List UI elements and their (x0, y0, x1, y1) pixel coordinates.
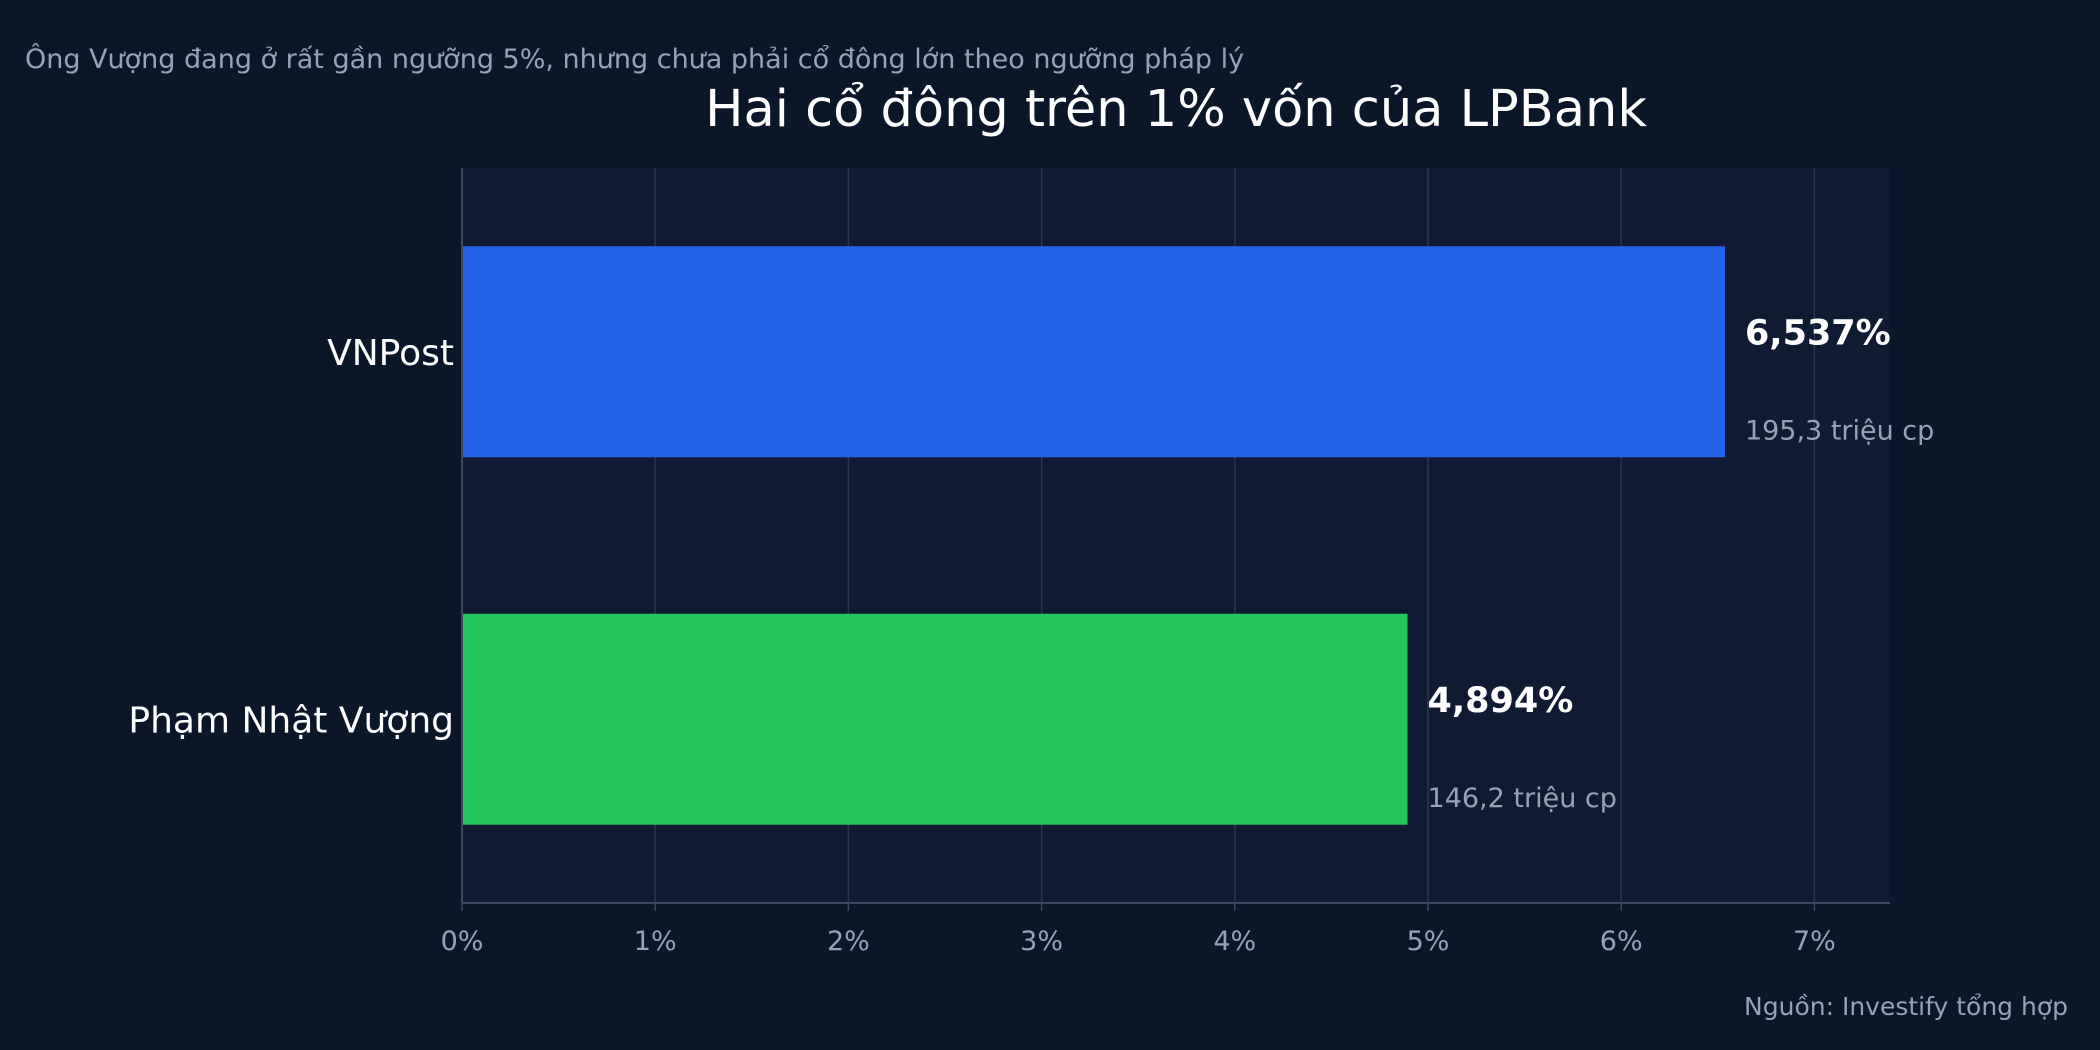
chart-title: Hai cổ đông trên 1% vốn của LPBank (705, 80, 1647, 139)
x-tick-label: 7% (1793, 926, 1836, 957)
share-count-label: 195,3 triệu cp (1745, 415, 1934, 446)
value-label: 4,894% (1428, 681, 1574, 721)
x-tick-label: 3% (1020, 926, 1063, 957)
x-tick-label: 0% (441, 926, 484, 957)
bars (462, 246, 1725, 825)
bar-2 (462, 613, 1408, 825)
x-tick-label: 4% (1213, 926, 1256, 957)
value-label: 6,537% (1745, 313, 1891, 353)
category-label: Phạm Nhật Vượng (128, 700, 454, 741)
x-tick-label: 6% (1600, 926, 1643, 957)
category-label: VNPost (327, 333, 454, 374)
x-tick-label: 5% (1407, 926, 1450, 957)
source-note: Nguồn: Investify tổng hợp (1744, 992, 2068, 1021)
category-labels: VNPost Phạm Nhật Vượng (128, 333, 454, 742)
axes (461, 168, 1890, 904)
data-labels: 6,537% 195,3 triệu cp 4,894% 146,2 triệu cp (1428, 313, 1935, 814)
x-tick-label: 2% (827, 926, 870, 957)
x-tick-label: 1% (634, 926, 677, 957)
subtitle: Ông Vượng đang ở rất gần ngưỡng 5%, nhưn… (25, 44, 1245, 75)
bar-1 (462, 246, 1725, 458)
x-tick-labels: 0% 1% 2% 3% 4% 5% 6% 7% (441, 926, 1836, 957)
share-count-label: 146,2 triệu cp (1428, 783, 1617, 814)
